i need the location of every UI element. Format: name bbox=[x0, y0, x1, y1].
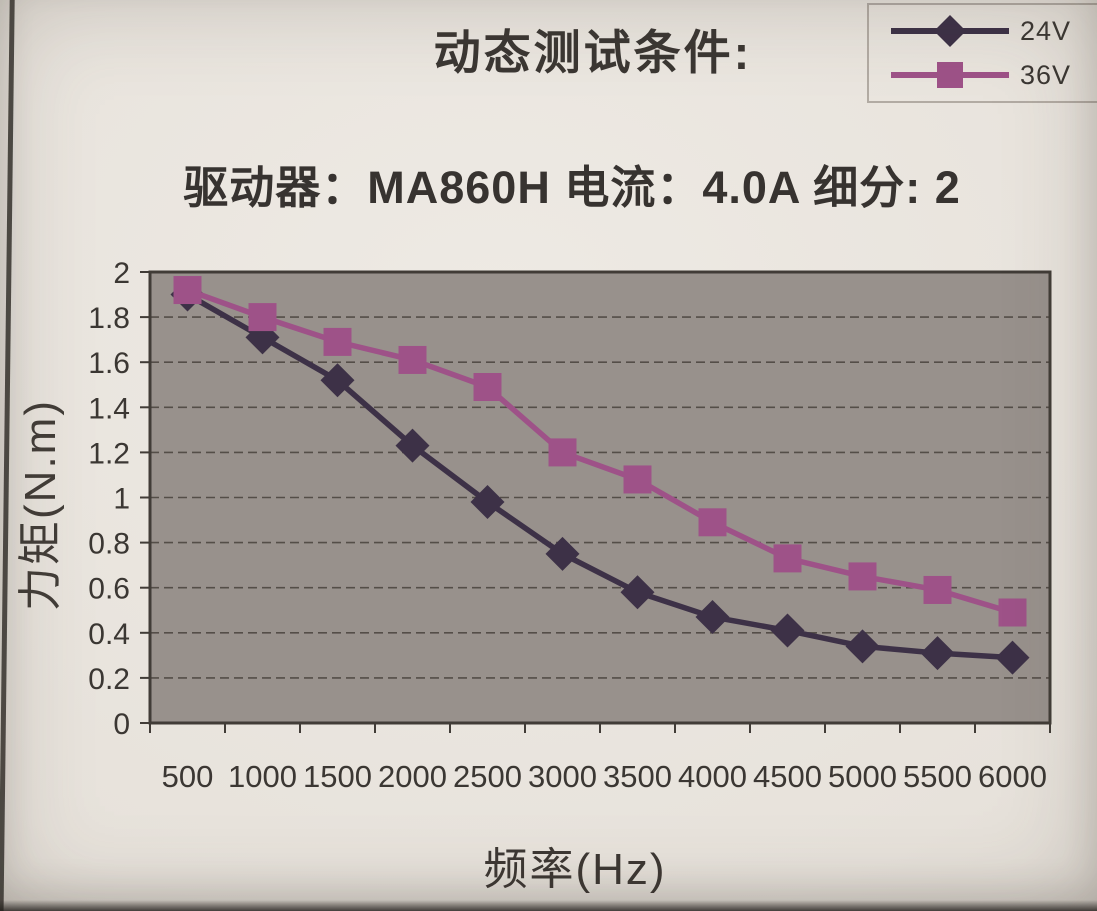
legend-diamond-marker bbox=[934, 15, 966, 47]
x-tick-label: 3000 bbox=[528, 759, 597, 794]
legend-diamond-line-icon bbox=[891, 15, 1009, 47]
marker-square-36v bbox=[848, 562, 877, 591]
marker-diamond-24v bbox=[845, 629, 880, 664]
marker-square-36v bbox=[398, 345, 427, 374]
y-tick-label: 0 bbox=[113, 708, 130, 741]
marker-square-36v bbox=[548, 438, 577, 467]
marker-square-36v bbox=[998, 598, 1027, 627]
chart-subtitle: 驱动器：MA860H 电流：4.0A 细分: 2 bbox=[183, 162, 961, 213]
x-tick-label: 500 bbox=[162, 759, 214, 794]
legend-entry-24v: 24V bbox=[889, 13, 1097, 49]
x-tick-label: 1500 bbox=[303, 759, 372, 794]
y-tick-label: 0.6 bbox=[88, 573, 130, 606]
marker-square-36v bbox=[698, 508, 727, 537]
marker-square-36v bbox=[923, 575, 952, 604]
marker-diamond-24v bbox=[620, 575, 655, 610]
x-tick-label: 2000 bbox=[378, 759, 447, 794]
marker-diamond-24v bbox=[470, 485, 505, 520]
marker-diamond-24v bbox=[320, 363, 355, 398]
y-tick-label: 1.8 bbox=[88, 302, 130, 335]
marker-diamond-24v bbox=[920, 636, 955, 671]
legend-label-24v: 24V bbox=[1020, 15, 1072, 46]
x-tick-label: 3500 bbox=[603, 759, 672, 794]
x-tick-label: 4500 bbox=[753, 759, 822, 794]
marker-diamond-24v bbox=[545, 536, 580, 571]
marker-diamond-24v bbox=[395, 428, 430, 463]
legend: 24V 36V bbox=[867, 3, 1097, 103]
x-tick-label: 2500 bbox=[453, 759, 522, 794]
legend-label-36v: 36V bbox=[1020, 59, 1072, 90]
x-tick-label: 5000 bbox=[828, 759, 897, 794]
marker-square-36v bbox=[173, 276, 202, 305]
y-tick-label: 1.2 bbox=[88, 437, 130, 470]
marker-diamond-24v bbox=[695, 600, 730, 635]
x-tick-label: 6000 bbox=[978, 759, 1047, 794]
legend-square-marker bbox=[937, 62, 963, 88]
marker-square-36v bbox=[473, 373, 502, 402]
marker-square-36v bbox=[773, 544, 802, 573]
x-tick-label: 1000 bbox=[228, 759, 297, 794]
marker-square-36v bbox=[248, 303, 277, 332]
marker-square-36v bbox=[623, 465, 652, 494]
x-axis-title: 频率(Hz) bbox=[483, 845, 667, 894]
y-axis-title-text: 力矩(N.m) bbox=[16, 399, 65, 611]
y-tick-label: 0.8 bbox=[88, 528, 130, 561]
y-tick-label: 1.6 bbox=[88, 347, 130, 380]
chart-title: 动态测试条件: bbox=[433, 26, 753, 79]
marker-square-36v bbox=[323, 327, 352, 356]
legend-entry-36v: 36V bbox=[889, 57, 1097, 93]
y-tick-label: 2 bbox=[113, 257, 130, 290]
y-tick-label: 0.4 bbox=[88, 618, 130, 651]
y-tick-label: 1.4 bbox=[88, 392, 130, 425]
x-tick-label: 4000 bbox=[678, 759, 747, 794]
y-tick-label: 0.2 bbox=[88, 663, 130, 696]
marker-diamond-24v bbox=[770, 613, 805, 648]
x-tick-label: 5500 bbox=[903, 759, 972, 794]
marker-diamond-24v bbox=[995, 640, 1030, 675]
photo-bottom-edge bbox=[0, 900, 1097, 911]
y-tick-label: 1 bbox=[113, 483, 130, 516]
legend-square-line-icon bbox=[891, 62, 1009, 88]
